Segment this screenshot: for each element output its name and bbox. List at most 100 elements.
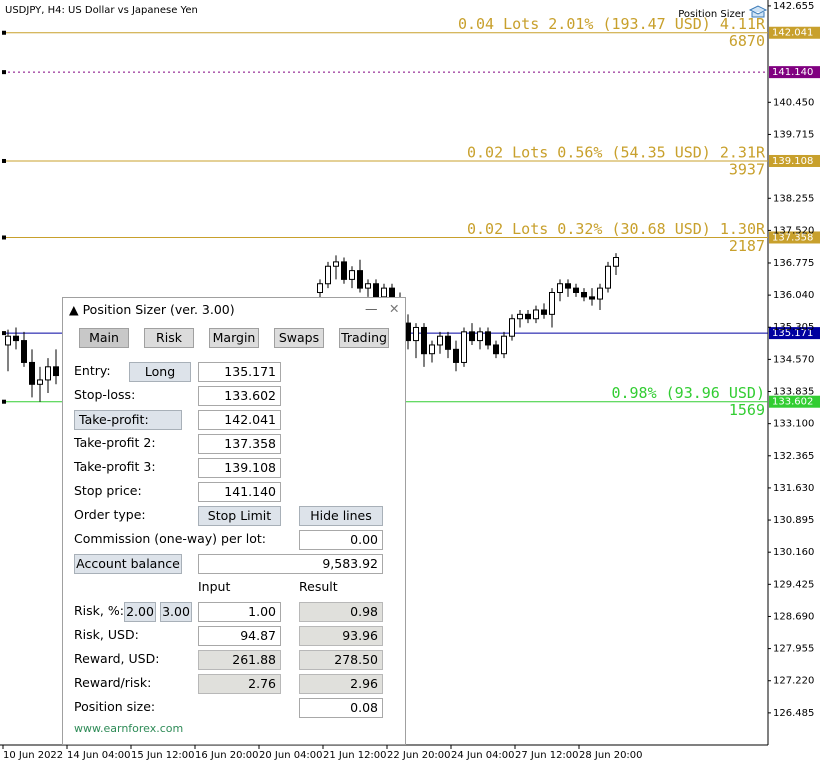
candle-body [509,318,515,337]
field-label: Reward, USD: [74,651,160,666]
candle-body [469,331,475,342]
risk-preset-button[interactable]: 2.00 [124,602,156,622]
candle-body [373,283,379,298]
minimize-button[interactable]: — [365,301,378,316]
tab[interactable]: Swaps [274,328,324,348]
direction-button[interactable]: Long [129,362,191,382]
commission-input[interactable]: 0.00 [299,530,383,550]
risk-pct-result: 0.98 [299,602,383,622]
risk-pct-input[interactable]: 1.00 [198,602,281,622]
price-label-box [769,66,820,79]
candle-body [589,296,595,300]
x-tick-label: 22 Jun 20:00 [387,750,451,761]
candle-body [13,335,19,342]
risk-usd-input[interactable]: 94.87 [198,626,281,646]
level-info: 0.98% (93.96 USD) [611,384,765,402]
y-tick-label: 126.485 [773,708,814,719]
field-label: Position size: [74,699,156,714]
reward-result: 278.50 [299,650,383,670]
level-points: 2187 [729,237,765,255]
candle-body [45,366,51,381]
candle-body [477,331,483,342]
candle-body [405,322,411,342]
reward-input: 261.88 [198,650,281,670]
y-tick-label: 136.040 [773,290,814,301]
hide-lines-button[interactable]: Hide lines [299,506,383,526]
candle-body [557,283,563,293]
y-tick-label: 133.100 [773,419,814,430]
y-tick-label: 130.160 [773,547,814,558]
field-label: Commission (one-way) per lot: [74,531,266,546]
website-link[interactable]: www.earnforex.com [74,722,184,735]
tab[interactable]: Main [79,328,129,348]
y-tick-label: 131.630 [773,483,814,494]
level-anchor [2,158,6,163]
tab[interactable]: Margin [209,328,259,348]
indicator-label: Position Sizer [678,9,746,20]
level-anchor [2,399,6,404]
tab[interactable]: Trading [339,328,389,348]
candle-body [53,366,59,377]
y-tick-label: 134.570 [773,354,814,365]
candle-body [341,261,347,280]
field-label: Order type: [74,507,146,522]
level-anchor [2,30,6,35]
risk-preset-button[interactable]: 3.00 [160,602,192,622]
x-tick-label: 16 Jun 20:00 [195,750,259,761]
field-label: Risk, %: [74,603,124,618]
tab[interactable]: Risk [144,328,194,348]
field-label: Stop-loss: [74,387,136,402]
close-button[interactable]: ✕ [389,301,400,316]
take-profit-2-input[interactable]: 137.358 [198,434,281,454]
level-info: 0.04 Lots 2.01% (193.47 USD) 4.11R [458,15,766,33]
field-label: Risk, USD: [74,627,139,642]
collapse-icon[interactable]: ▲ [69,302,83,317]
price-label: 137.358 [772,232,813,243]
y-tick-label: 137.520 [773,225,814,236]
candle-body [349,270,355,280]
price-label: 135.171 [772,328,813,339]
candle-body [21,340,27,363]
y-tick-label: 135.305 [773,322,814,333]
candle-body [453,348,459,363]
order-type-button[interactable]: Stop Limit [198,506,281,526]
price-label-box [769,231,820,244]
column-header: Result [299,579,338,594]
x-tick-label: 21 Jun 12:00 [323,750,387,761]
stop-price-input[interactable]: 141.140 [198,482,281,502]
price-label-box [769,26,820,39]
y-tick-label: 130.895 [773,515,814,526]
level-points: 6870 [729,32,765,50]
price-label-box [769,327,820,340]
position-size-output[interactable]: 0.08 [299,698,383,718]
candle-body [461,331,467,363]
position-sizer-panel: ▲ Position Sizer (ver. 3.00) — ✕ Main Ri… [62,297,406,745]
stop-loss-input[interactable]: 133.602 [198,386,281,406]
price-label-box [769,154,820,167]
y-tick-label: 140.450 [773,97,814,108]
take-profit-input[interactable]: 142.041 [198,410,281,430]
candle-body [37,379,43,385]
candle-body [541,309,547,315]
account-balance-button[interactable]: Account balance [74,554,182,574]
field-label: Take-profit 3: [74,459,156,474]
x-tick-label: 10 Jun 2022 [3,750,63,761]
candle-body [381,287,387,298]
account-balance-input[interactable]: 9,583.92 [198,554,383,574]
candle-body [581,291,587,298]
indicator-icon [748,5,768,18]
price-label: 133.602 [772,397,813,408]
take-profit-button[interactable]: Take-profit: [74,410,182,430]
level-info: 0.02 Lots 0.32% (30.68 USD) 1.30R [467,220,766,238]
candle-body [445,335,451,350]
candle-body [549,291,555,315]
x-tick-label: 14 Jun 04:00 [67,750,131,761]
take-profit-3-input[interactable]: 139.108 [198,458,281,478]
candle-body [517,313,523,320]
reward-risk-result: 2.96 [299,674,383,694]
entry-input[interactable]: 135.171 [198,362,281,382]
field-label: Stop price: [74,483,142,498]
x-tick-label: 24 Jun 04:00 [451,750,515,761]
